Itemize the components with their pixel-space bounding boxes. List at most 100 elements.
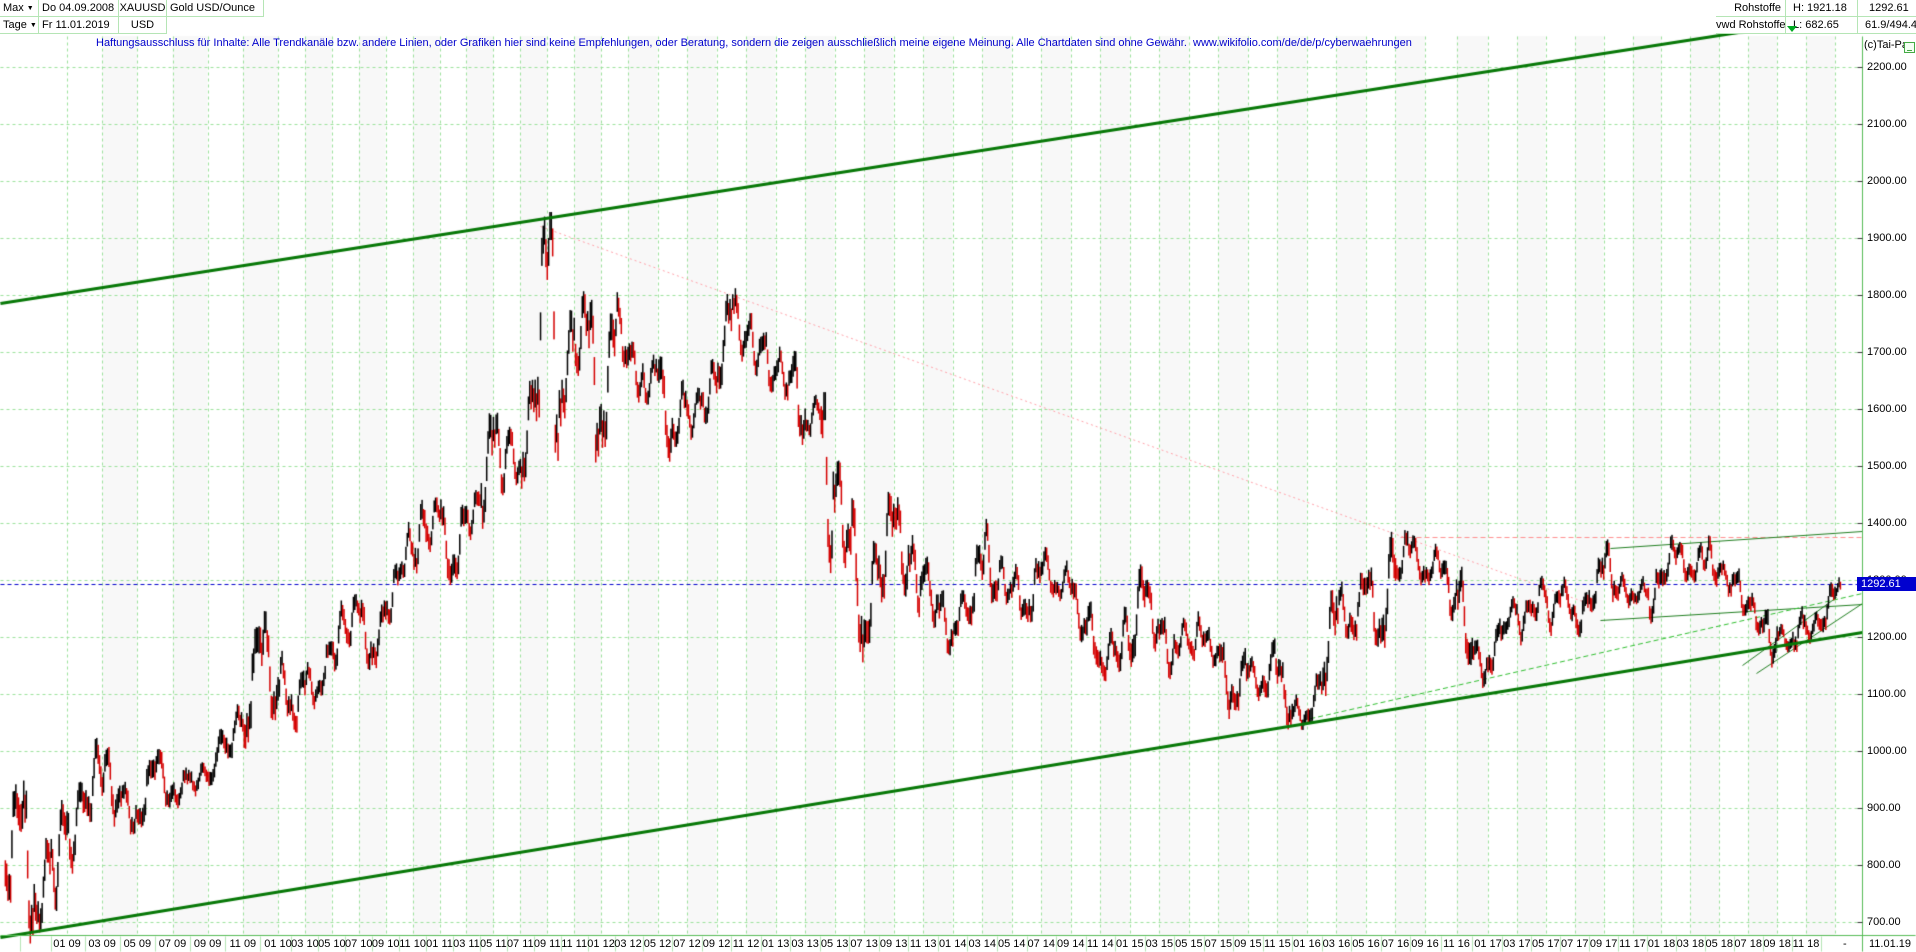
y-axis-label: 1500.00	[1867, 460, 1907, 472]
x-axis-label: 07 09	[158, 938, 187, 950]
x-axis-label: 07 10	[345, 938, 373, 950]
x-axis-label: 05 09	[123, 938, 152, 950]
x-axis-label: 07 13	[850, 938, 878, 950]
x-axis-label: 05 12	[643, 938, 672, 950]
y-axis-label: 1800.00	[1867, 289, 1907, 301]
y-axis-label: 2000.00	[1867, 175, 1907, 187]
chevron-down-icon: ▼	[26, 5, 34, 12]
last-price-marker: 1292.61	[1857, 577, 1916, 591]
x-axis-label: 09 15	[1234, 938, 1262, 950]
timeframe-label: Tage	[3, 19, 27, 31]
y-axis-label: 1600.00	[1867, 403, 1907, 415]
period-low-label: L: 682.65	[1786, 17, 1858, 34]
period-dropdown[interactable]: Max ▼	[0, 0, 39, 17]
y-axis-label: 900.00	[1867, 802, 1901, 814]
x-axis-label: 01 11	[426, 938, 453, 950]
currency-label: USD	[119, 17, 167, 34]
x-axis-label: 09 18	[1763, 938, 1791, 950]
x-axis-label: 09 12	[702, 938, 731, 950]
date-to-field[interactable]: Fr 11.01.2019	[39, 17, 119, 34]
x-axis-label: 03 13	[791, 938, 819, 950]
x-axis-label: 03 18	[1676, 938, 1705, 950]
x-axis-label: 11 13	[909, 938, 937, 950]
x-axis-label: 09 14	[1057, 938, 1085, 950]
y-axis-label: 1000.00	[1867, 745, 1907, 757]
y-axis-label: 2200.00	[1867, 61, 1907, 73]
x-axis-label: 09 13	[879, 938, 908, 950]
x-axis-label: 11 10	[399, 938, 426, 950]
x-axis-label: 05 10	[318, 938, 346, 950]
x-axis-label: 03 14	[968, 938, 996, 950]
x-axis-label: 07 12	[673, 938, 701, 950]
category-label: Rohstoffe	[1716, 0, 1786, 17]
minimize-pane-button[interactable]	[1904, 42, 1915, 53]
x-axis-label: 01 17	[1474, 938, 1502, 950]
x-axis-label: 03 12	[614, 938, 642, 950]
x-axis-label: 01 12	[587, 938, 615, 950]
x-axis-label: 07 16	[1381, 938, 1410, 950]
y-axis-label: 800.00	[1867, 859, 1901, 871]
y-axis-label: 1100.00	[1867, 688, 1906, 700]
copyright-label: (c)Tai-Pan	[1864, 39, 1915, 51]
x-axis-label: 01 14	[938, 938, 967, 950]
x-axis-label: 05 17	[1532, 938, 1560, 950]
x-axis-label: 05 14	[997, 938, 1026, 950]
x-axis-label: 05 16	[1352, 938, 1380, 950]
period-high-label: H: 1921.18	[1786, 0, 1858, 17]
x-axis-label: 01 09	[53, 938, 81, 950]
x-axis-label: 01 16	[1293, 938, 1321, 950]
x-axis-label: 07 18	[1734, 938, 1762, 950]
date-from-field[interactable]: Do 04.09.2008	[39, 0, 119, 17]
last-price-label: 1292.61	[1858, 0, 1916, 17]
y-axis-label: 1700.00	[1867, 346, 1907, 358]
minus-icon	[1907, 50, 1912, 51]
x-axis-label: 07 15	[1204, 938, 1233, 950]
x-axis-last-date-label: 11.01.19	[1868, 938, 1911, 950]
x-axis-label: 09 17	[1589, 938, 1618, 950]
x-axis-label: 05 11	[480, 938, 507, 950]
x-axis-label: 01 18	[1647, 938, 1676, 950]
pane-dropdown-triangle-icon[interactable]	[1787, 26, 1797, 32]
x-axis-label: 03 15	[1145, 938, 1174, 950]
x-axis-label: 11 15	[1264, 938, 1291, 950]
x-axis-label: 03 11	[453, 938, 480, 950]
symbol-label: XAUUSD	[119, 0, 167, 17]
chevron-down-icon: ▼	[29, 22, 37, 29]
x-axis-label: 01 10	[264, 938, 292, 950]
x-axis-label: 09 09	[193, 938, 222, 950]
x-axis-label: 01 13	[761, 938, 790, 950]
x-axis-label: 03 10	[291, 938, 319, 950]
x-axis-label: 09 11	[533, 938, 561, 950]
x-axis-label: 05 13	[820, 938, 849, 950]
x-axis-label: 11 16	[1443, 938, 1470, 950]
x-axis-label: 11 12	[732, 938, 760, 950]
source-label: vwd Rohstoffe	[1716, 17, 1786, 34]
x-axis-label: 07 11	[506, 938, 534, 950]
x-axis-label: 05 15	[1175, 938, 1203, 950]
x-axis-label: 11 17	[1619, 938, 1646, 950]
x-axis-separator: -	[1843, 938, 1847, 950]
timeframe-dropdown[interactable]: Tage ▼	[0, 17, 39, 34]
x-axis-label: 11 18	[1792, 938, 1820, 950]
y-axis-label: 1400.00	[1867, 517, 1907, 529]
x-axis-label: 11 14	[1086, 938, 1114, 950]
x-axis-label: 11 11	[561, 938, 588, 950]
x-axis-label: 07 17	[1560, 938, 1589, 950]
y-axis-label: 700.00	[1867, 916, 1901, 928]
disclaimer-text: Haftungsausschluss für Inhalte: Alle Tre…	[96, 37, 1412, 49]
y-axis-label: 1900.00	[1867, 232, 1907, 244]
y-axis-label: 1200.00	[1867, 631, 1907, 643]
x-axis-label: 09 16	[1411, 938, 1439, 950]
x-axis-label: 03 09	[88, 938, 116, 950]
x-axis-label: 05 18	[1705, 938, 1734, 950]
x-axis-label: 09 10	[371, 938, 400, 950]
x-axis-label: 03 16	[1322, 938, 1351, 950]
change-info-label: 61.9/494.4	[1858, 17, 1916, 34]
x-axis-label: 01 15	[1116, 938, 1144, 950]
x-axis-label: 07 14	[1027, 938, 1056, 950]
period-label: Max	[3, 2, 24, 14]
instrument-name-label: Gold USD/Ounce	[167, 0, 264, 17]
y-axis-label: 2100.00	[1867, 118, 1907, 130]
